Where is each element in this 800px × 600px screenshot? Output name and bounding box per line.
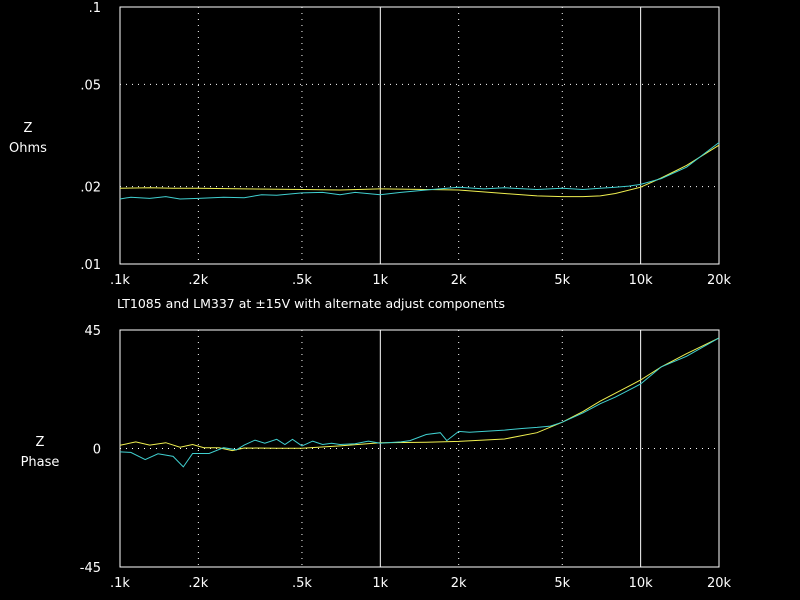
x-tick-label: 2k bbox=[451, 576, 467, 591]
x-tick-label: 1k bbox=[372, 273, 388, 288]
plot-frame bbox=[119, 329, 720, 568]
x-tick-label: 20k bbox=[707, 576, 732, 591]
series-line-1 bbox=[119, 142, 720, 200]
x-tick-label: 20k bbox=[707, 273, 732, 288]
x-tick-label: 5k bbox=[554, 576, 570, 591]
plot-frame bbox=[119, 6, 720, 265]
series-line-0 bbox=[119, 144, 720, 198]
x-tick-label: 1k bbox=[372, 576, 388, 591]
x-tick-label: .1k bbox=[110, 576, 130, 591]
y-tick-label: .02 bbox=[80, 181, 101, 196]
x-tick-label: .2k bbox=[188, 273, 208, 288]
y-axis-label: Z bbox=[24, 121, 33, 136]
y-tick-label: 45 bbox=[84, 324, 101, 339]
x-tick-label: 5k bbox=[554, 273, 570, 288]
x-tick-label: 10k bbox=[629, 273, 654, 288]
y-tick-label: -45 bbox=[80, 561, 101, 576]
chart-caption: LT1085 and LM337 at ±15V with alternate … bbox=[117, 296, 505, 311]
x-tick-label: .1k bbox=[110, 273, 130, 288]
y-tick-label: 0 bbox=[93, 443, 101, 458]
x-tick-label: .5k bbox=[292, 576, 312, 591]
y-tick-label: .01 bbox=[80, 258, 101, 273]
x-tick-label: 10k bbox=[629, 576, 654, 591]
impedance-phase-panel: .1k .2k .5k 1k 2k 5k 10k 20k -45 0 45 Z Phase bbox=[21, 324, 732, 591]
x-tick-label: 2k bbox=[451, 273, 467, 288]
y-axis-label: Ohms bbox=[9, 141, 47, 156]
x-tick-label: .5k bbox=[292, 273, 312, 288]
y-axis-label: Phase bbox=[21, 455, 60, 470]
series-line-0 bbox=[119, 337, 720, 452]
x-tick-label: .2k bbox=[188, 576, 208, 591]
y-tick-label: .1 bbox=[89, 1, 101, 16]
series-line-1 bbox=[119, 337, 720, 468]
y-tick-label: .05 bbox=[80, 78, 101, 93]
impedance-magnitude-panel: .1k .2k .5k 1k 2k 5k 10k 20k .01 .02 .05 .1 Z Ohms bbox=[9, 1, 731, 288]
y-axis-label: Z bbox=[36, 435, 45, 450]
